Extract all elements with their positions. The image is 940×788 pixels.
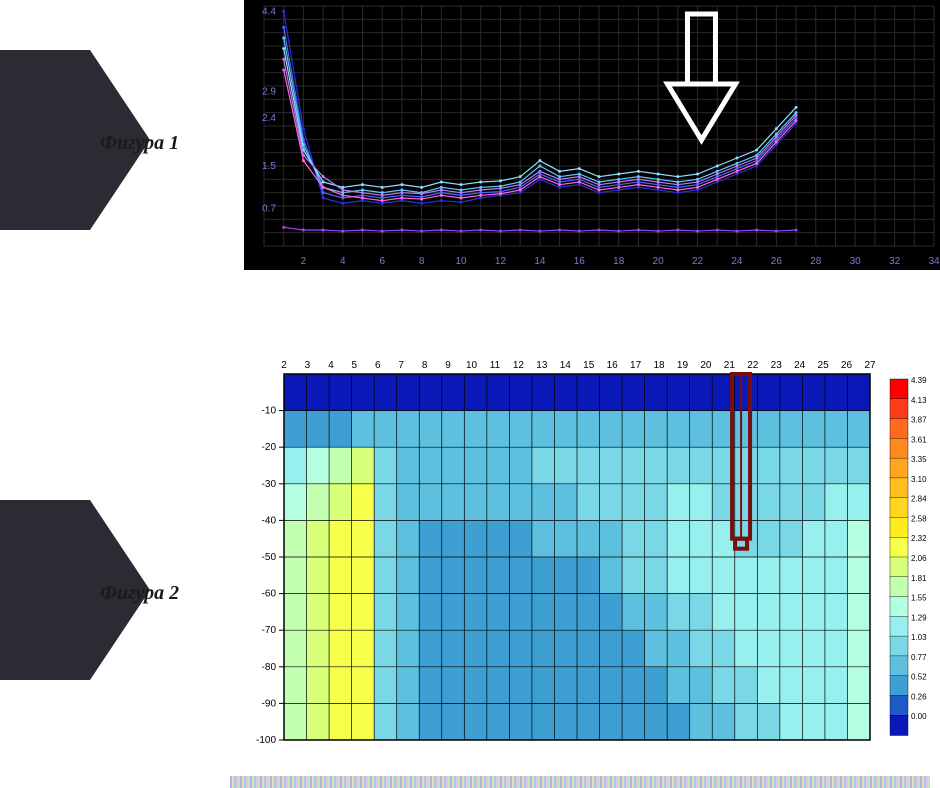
- svg-text:12: 12: [495, 256, 507, 267]
- svg-text:19: 19: [677, 360, 689, 371]
- svg-text:9: 9: [445, 360, 451, 371]
- svg-text:3.87: 3.87: [911, 416, 927, 425]
- svg-text:26: 26: [841, 360, 853, 371]
- svg-text:-30: -30: [262, 479, 277, 490]
- svg-text:14: 14: [560, 360, 572, 371]
- svg-text:2.58: 2.58: [911, 514, 927, 523]
- svg-text:2: 2: [301, 256, 307, 267]
- svg-text:32: 32: [889, 256, 901, 267]
- svg-text:22: 22: [747, 360, 759, 371]
- svg-text:28: 28: [810, 256, 822, 267]
- figure-2-chart: 2345678910111213141516171819202122232425…: [244, 350, 940, 750]
- svg-text:18: 18: [613, 256, 625, 267]
- svg-text:-50: -50: [262, 552, 277, 563]
- svg-text:2.4: 2.4: [262, 113, 276, 124]
- svg-text:6: 6: [375, 360, 381, 371]
- svg-text:-60: -60: [262, 589, 277, 600]
- svg-text:4: 4: [340, 256, 346, 267]
- svg-text:0.00: 0.00: [911, 712, 927, 721]
- svg-text:4: 4: [328, 360, 334, 371]
- svg-text:2: 2: [281, 360, 287, 371]
- svg-text:3.35: 3.35: [911, 455, 927, 464]
- svg-text:20: 20: [700, 360, 712, 371]
- svg-text:24: 24: [731, 256, 743, 267]
- svg-text:25: 25: [818, 360, 830, 371]
- figure-2-label: Фигура 2: [100, 582, 179, 605]
- svg-text:1.55: 1.55: [911, 594, 927, 603]
- svg-text:3: 3: [305, 360, 311, 371]
- noise-bar: [230, 776, 930, 788]
- svg-text:24: 24: [794, 360, 806, 371]
- svg-text:14: 14: [534, 256, 546, 267]
- svg-text:2.32: 2.32: [911, 534, 927, 543]
- svg-text:27: 27: [864, 360, 876, 371]
- svg-text:22: 22: [692, 256, 704, 267]
- svg-text:15: 15: [583, 360, 595, 371]
- svg-text:10: 10: [466, 360, 478, 371]
- svg-text:2.06: 2.06: [911, 554, 927, 563]
- svg-text:8: 8: [422, 360, 428, 371]
- svg-text:6: 6: [379, 256, 385, 267]
- svg-text:-90: -90: [262, 698, 277, 709]
- svg-text:0.77: 0.77: [911, 653, 927, 662]
- svg-text:20: 20: [653, 256, 665, 267]
- svg-text:1.03: 1.03: [911, 633, 927, 642]
- svg-text:23: 23: [771, 360, 783, 371]
- side-arrow-1: [0, 50, 90, 230]
- svg-text:13: 13: [536, 360, 548, 371]
- side-arrow-2: [0, 500, 90, 680]
- svg-text:21: 21: [724, 360, 736, 371]
- svg-text:18: 18: [653, 360, 665, 371]
- svg-text:7: 7: [398, 360, 404, 371]
- svg-text:0.26: 0.26: [911, 692, 927, 701]
- svg-text:3.61: 3.61: [911, 435, 927, 444]
- svg-text:11: 11: [490, 360, 501, 371]
- svg-text:-10: -10: [262, 406, 277, 417]
- svg-text:16: 16: [574, 256, 586, 267]
- svg-text:26: 26: [771, 256, 783, 267]
- svg-text:1.5: 1.5: [262, 161, 276, 172]
- svg-text:8: 8: [419, 256, 425, 267]
- svg-text:3.10: 3.10: [911, 475, 927, 484]
- svg-text:30: 30: [850, 256, 862, 267]
- svg-text:1.81: 1.81: [911, 574, 927, 583]
- svg-text:10: 10: [455, 256, 467, 267]
- svg-text:0.52: 0.52: [911, 673, 927, 682]
- svg-text:-40: -40: [262, 515, 277, 526]
- svg-text:5: 5: [352, 360, 358, 371]
- svg-text:-70: -70: [262, 625, 277, 636]
- svg-text:2.9: 2.9: [262, 86, 276, 97]
- svg-text:-20: -20: [262, 442, 277, 453]
- svg-text:16: 16: [607, 360, 619, 371]
- svg-text:12: 12: [513, 360, 525, 371]
- figure-1-chart: 2468101214161820222426283032340.71.52.42…: [244, 0, 940, 270]
- svg-text:1.29: 1.29: [911, 613, 927, 622]
- svg-text:0.7: 0.7: [262, 204, 276, 215]
- svg-text:17: 17: [630, 360, 642, 371]
- figure-1-label: Фигура 1: [100, 132, 179, 155]
- svg-text:4.39: 4.39: [911, 376, 927, 385]
- svg-text:4.13: 4.13: [911, 396, 927, 405]
- svg-text:-80: -80: [262, 662, 277, 673]
- svg-text:2.84: 2.84: [911, 495, 927, 504]
- svg-text:34: 34: [928, 256, 940, 267]
- svg-text:-100: -100: [256, 735, 276, 746]
- svg-text:4.4: 4.4: [262, 6, 276, 17]
